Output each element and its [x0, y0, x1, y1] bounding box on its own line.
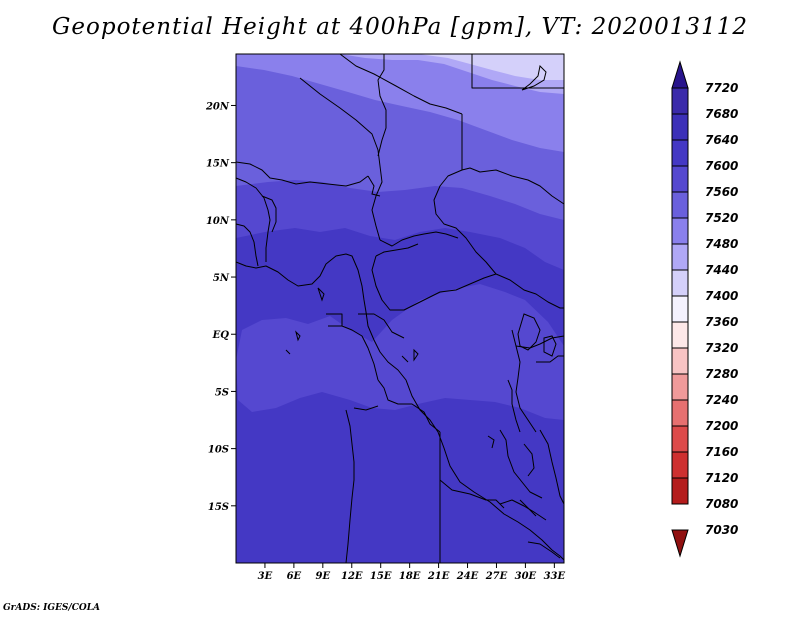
- contour-map: [235, 53, 565, 564]
- colorbar-swatch: [671, 399, 689, 427]
- colorbar-upper-triangle: [671, 60, 689, 89]
- colorbar-label: 7160: [705, 445, 738, 459]
- colorbar-swatch: [671, 269, 689, 297]
- latitude-axis: 20N 15N 10N 5N EQ 5S 10S 15S: [205, 101, 236, 513]
- colorbar-label: 7600: [705, 159, 738, 173]
- height-band-7480: [236, 54, 564, 152]
- colorbar-label: 7120: [705, 471, 738, 485]
- colorbar-swatch: [671, 347, 689, 375]
- colorbar-swatch: [671, 243, 689, 271]
- colorbar-label: 7360: [705, 315, 738, 329]
- map-frame: [235, 53, 565, 564]
- height-band-7400: [418, 54, 564, 80]
- lat-tick-label: 15S: [208, 502, 229, 513]
- lat-tick-label: 10S: [208, 445, 229, 456]
- coastline-details: [285, 64, 557, 517]
- colorbar-swatch: [671, 373, 689, 401]
- lon-tick-label: 9E: [316, 571, 331, 582]
- lat-tick-label: 15N: [206, 159, 230, 170]
- colorbar-swatch: [671, 165, 689, 193]
- lon-tick-label: 6E: [287, 571, 302, 582]
- colorbar-swatch: [671, 425, 689, 453]
- colorbar-label: 7560: [705, 185, 738, 199]
- colorbar-swatch: [671, 217, 689, 245]
- colorbar-label: 7400: [705, 289, 738, 303]
- colorbar-label: 7640: [705, 133, 738, 147]
- lon-tick-label: 30E: [515, 571, 537, 582]
- lat-tick-label: 10N: [206, 216, 230, 227]
- colorbar-label: 7080: [705, 497, 738, 511]
- colorbar-swatch: [671, 321, 689, 349]
- software-credit: GrADS: IGES/COLA: [3, 603, 101, 613]
- colorbar-label: 7520: [705, 211, 738, 225]
- colorbar-label: 7030: [705, 523, 738, 537]
- lon-tick-label: 24E: [456, 571, 479, 582]
- lat-tick-label: EQ: [212, 330, 230, 341]
- colorbar-swatch: [671, 191, 689, 219]
- longitude-axis: 3E 6E 9E 12E 15E 18E 21E 24E 27E 30E 33E: [258, 563, 566, 582]
- lon-tick-label: 18E: [399, 571, 421, 582]
- colorbar-swatch: [671, 87, 689, 115]
- colorbar-swatch: [671, 451, 689, 479]
- colorbar-label: 7240: [705, 393, 738, 407]
- colorbar-label: 7200: [705, 419, 738, 433]
- colorbar-label: 7440: [705, 263, 738, 277]
- lon-tick-label: 21E: [427, 571, 450, 582]
- colorbar-swatch: [671, 477, 689, 505]
- lat-tick-label: 20N: [205, 101, 230, 112]
- height-band-7560-south: [236, 284, 564, 420]
- colorbar-lower-triangle: [671, 529, 689, 558]
- colorbar-label: 7280: [705, 367, 738, 381]
- lon-tick-label: 12E: [341, 571, 363, 582]
- colorbar: 7720 7680 7640 7600 7560 7520 7480 7440 7400 7360…: [671, 60, 738, 558]
- country-borders: [235, 53, 565, 564]
- colorbar-swatch: [671, 139, 689, 167]
- colorbar-label: 7480: [705, 237, 738, 251]
- lon-tick-label: 27E: [485, 571, 508, 582]
- colorbar-label: 7720: [705, 81, 738, 95]
- colorbar-swatch: [671, 113, 689, 141]
- lon-tick-label: 15E: [370, 571, 392, 582]
- colorbar-swatch: [671, 295, 689, 323]
- lon-tick-label: 33E: [544, 571, 566, 582]
- lon-tick-label: 3E: [258, 571, 273, 582]
- colorbar-label: 7320: [705, 341, 738, 355]
- map-title: Geopotential Height at 400hPa [gpm], VT:…: [52, 14, 748, 40]
- lat-tick-label: 5S: [215, 387, 229, 398]
- colorbar-label: 7680: [705, 107, 738, 121]
- lat-tick-label: 5N: [213, 273, 230, 284]
